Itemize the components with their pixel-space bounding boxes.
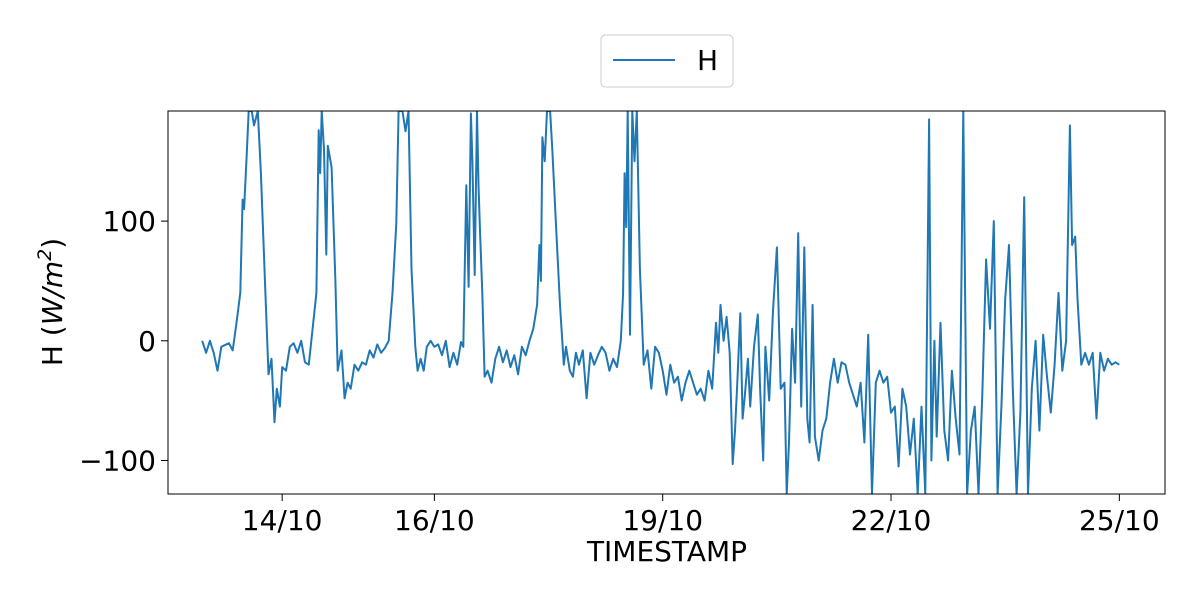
legend: H	[600, 34, 734, 88]
x-tick-label: 22/10	[851, 504, 932, 537]
y-axis: 100 0 −100	[79, 205, 168, 477]
series-line-h	[201, 111, 1120, 494]
x-axis: 14/10 16/10 19/10 22/10 25/10	[242, 494, 1160, 537]
y-tick-label: 0	[138, 325, 156, 358]
x-axis-label: TIMESTAMP	[586, 535, 747, 568]
legend-label-h: H	[697, 44, 718, 77]
y-tick-label: −100	[79, 444, 156, 477]
y-axis-label: H (W/m2)	[34, 238, 69, 366]
axes-frame	[167, 110, 1166, 495]
y-tick-label: 100	[103, 205, 156, 238]
plot-area	[201, 111, 1120, 494]
x-tick-label: 14/10	[242, 504, 323, 537]
x-tick-label: 16/10	[394, 504, 475, 537]
x-tick-label: 25/10	[1079, 504, 1160, 537]
x-tick-label: 19/10	[622, 504, 703, 537]
